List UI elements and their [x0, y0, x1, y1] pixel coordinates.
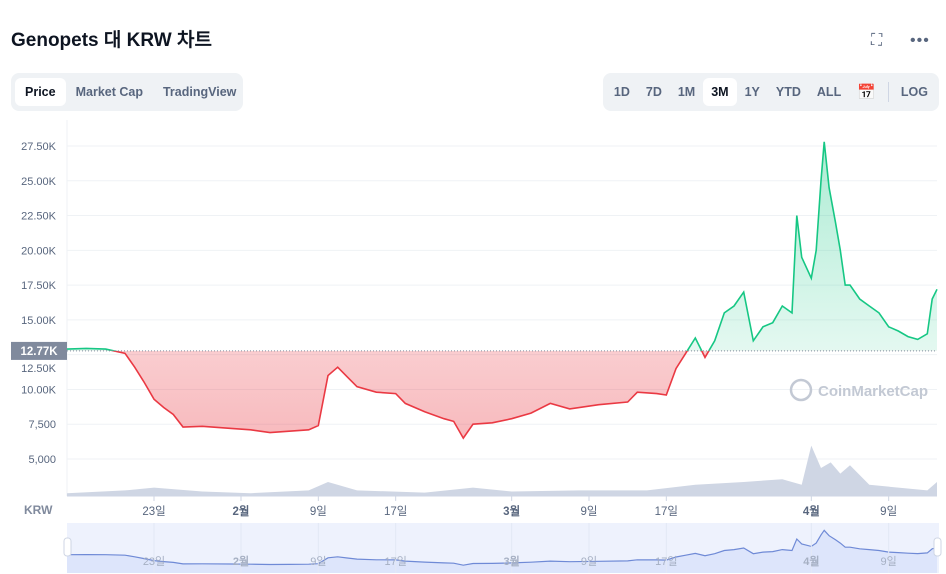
tab-price[interactable]: Price	[15, 78, 66, 106]
navigator-tick-label: 9일	[581, 554, 597, 568]
range-selector: 1D 7D 1M 3M 1Y YTD ALL 📅 LOG	[602, 73, 939, 111]
price-area-down	[67, 350, 937, 439]
y-tick-label: 20.00K	[21, 245, 57, 257]
navigator-tick-label: 2월	[233, 554, 249, 568]
volume-area	[67, 445, 937, 496]
y-tick-label: 25.00K	[21, 176, 57, 188]
x-tick-label: 2월	[233, 504, 250, 518]
calendar-icon[interactable]: 📅	[857, 84, 876, 101]
x-tick-label: 4월	[803, 504, 820, 518]
x-tick-label: 3월	[503, 504, 520, 518]
log-toggle[interactable]: LOG	[900, 85, 928, 99]
y-tick-label: 10.00K	[21, 384, 57, 396]
x-tick-label: 23일	[142, 504, 165, 518]
chart-type-tabs: Price Market Cap TradingView	[11, 73, 243, 111]
y-tick-label: 12.50K	[21, 363, 57, 375]
navigator-tick-label: 4월	[803, 554, 819, 568]
y-tick-label: 22.50K	[21, 211, 57, 223]
navigator[interactable]: 23일 2월 9일 17일 3월 9일 17일 4월 9일	[63, 523, 942, 573]
navigator-handle-left[interactable]	[63, 537, 72, 557]
range-all[interactable]: ALL	[816, 85, 842, 99]
range-3m[interactable]: 3M	[703, 78, 737, 106]
navigator-tick-label: 17일	[384, 554, 406, 568]
navigator-tick-label: 17일	[655, 554, 677, 568]
price-line-up	[66, 141, 938, 351]
x-tick-label: 17일	[655, 504, 678, 518]
navigator-tick-label: 23일	[143, 554, 165, 568]
baseline-label: 12.77K	[20, 346, 58, 358]
y-tick-label: 17.50K	[21, 280, 57, 292]
navigator-tick-label: 3월	[504, 554, 520, 568]
navigator-tick-label: 9일	[881, 554, 897, 568]
watermark: CoinMarketCap	[818, 383, 928, 400]
x-tick-label: 9일	[581, 504, 598, 518]
navigator-line	[66, 529, 938, 566]
y-tick-label: 27.50K	[21, 141, 57, 153]
price-line-down	[110, 350, 710, 440]
currency-label: KRW	[24, 503, 53, 517]
y-tick-label: 7,500	[28, 419, 56, 431]
coinmarketcap-logo	[789, 378, 813, 402]
range-1d[interactable]: 1D	[613, 85, 630, 99]
tab-tradingview[interactable]: TradingView	[162, 85, 237, 99]
range-ytd[interactable]: YTD	[775, 85, 801, 99]
baseline-badge	[11, 341, 67, 360]
navigator-tick-label: 9일	[310, 554, 326, 568]
range-1y[interactable]: 1Y	[744, 85, 760, 99]
range-7d[interactable]: 7D	[645, 85, 662, 99]
navigator-area	[67, 530, 937, 573]
tab-market-cap[interactable]: Market Cap	[75, 85, 143, 99]
range-1m[interactable]: 1M	[677, 85, 696, 99]
x-tick-label: 9일	[310, 504, 327, 518]
price-area-up	[67, 141, 937, 351]
x-tick-label: 17일	[384, 504, 407, 518]
x-tick-label: 9일	[880, 504, 897, 518]
y-tick-label: 5,000	[28, 454, 56, 466]
y-tick-label: 15.00K	[21, 315, 57, 327]
expand-icon[interactable]: ⛶	[871, 32, 883, 49]
divider	[887, 82, 889, 102]
navigator-handle-right[interactable]	[933, 537, 942, 557]
page-title: Genopets 대 KRW 차트	[11, 30, 212, 51]
more-dots-icon[interactable]: •••	[910, 32, 930, 49]
